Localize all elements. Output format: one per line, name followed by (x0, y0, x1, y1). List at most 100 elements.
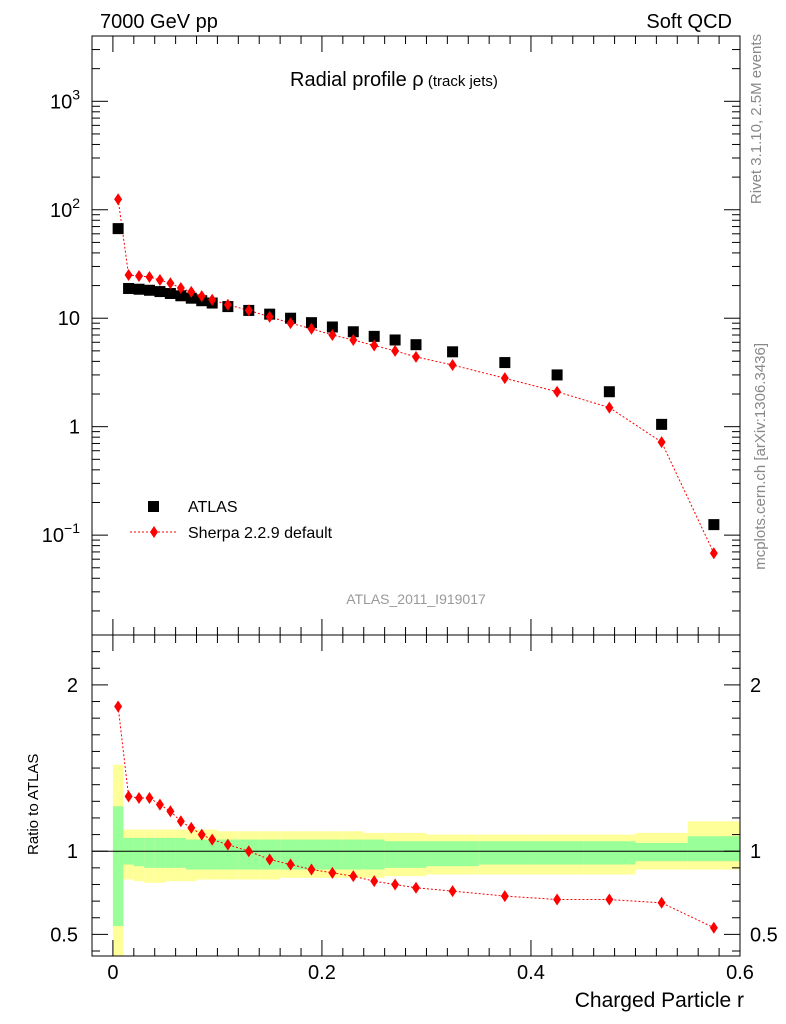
ratio-y-tick-label-right: 0.5 (750, 924, 778, 946)
legend: ATLAS Sherpa 2.2.9 default (130, 499, 333, 542)
ratio-sherpa-point (145, 791, 154, 804)
sherpa-point (265, 310, 274, 323)
atlas-point (368, 330, 380, 342)
ratio-mc-line (117, 706, 715, 929)
sherpa-point (176, 281, 185, 294)
ratio-band-inner (175, 837, 187, 868)
ratio-sherpa-point (553, 893, 562, 906)
atlas-point (133, 283, 145, 295)
ratio-sherpa-point (223, 838, 232, 851)
sherpa-point (223, 298, 232, 311)
sherpa-point (135, 270, 144, 283)
ratio-plot-frame (91, 634, 741, 957)
ratio-sherpa-point (208, 833, 217, 846)
sherpa-point (370, 339, 379, 352)
y-tick-label: 102 (50, 195, 80, 222)
ratio-band-inner (217, 839, 239, 870)
ratio-sherpa-point (500, 890, 509, 903)
sherpa-point (349, 333, 358, 346)
ratio-band-inner (112, 806, 124, 927)
atlas-point (154, 286, 166, 298)
sherpa-point (412, 350, 420, 363)
atlas-point (603, 386, 615, 398)
atlas-point (143, 284, 155, 296)
sherpa-point (197, 290, 206, 303)
sherpa-point (500, 372, 509, 385)
ratio-sherpa-point (391, 878, 400, 891)
ratio-y-tick-label-right: 1 (750, 841, 761, 863)
ratio-plot: 0.5 0.5 1 1 2 2 Ratio to ATLAS (25, 634, 778, 957)
atlas-point (123, 282, 135, 294)
atlas-point (305, 317, 317, 329)
sherpa-point (553, 385, 562, 398)
atlas-point (499, 357, 511, 369)
atlas-point (656, 418, 668, 430)
ratio-sherpa-point (244, 845, 253, 858)
plot-title: Radial profile ρ (track jets) (290, 69, 498, 91)
ratio-band-inner (165, 837, 176, 868)
sherpa-point (709, 547, 718, 560)
sherpa-point (328, 329, 337, 342)
atlas-point (389, 334, 401, 346)
ratio-band-inner (342, 839, 364, 870)
ratio-sherpa-point (155, 798, 164, 811)
x-tick-label: 0 (107, 962, 118, 984)
sherpa-point (155, 274, 164, 287)
ratio-band-inner (133, 837, 145, 867)
legend-atlas-marker (148, 501, 159, 512)
sherpa-point (244, 304, 253, 317)
mcplots-label: mcplots.cern.ch [arXiv:1306.3436] (752, 343, 769, 570)
atlas-point (112, 223, 124, 235)
ratio-band-inner (154, 837, 166, 868)
ratio-band-inner (426, 841, 479, 867)
sherpa-point (391, 344, 400, 357)
ratio-sherpa-point (176, 815, 185, 828)
rivet-version-label: Rivet 3.1.10, 2.5M events (748, 34, 765, 204)
ratio-band-inner (635, 842, 688, 862)
ratio-band-inner (384, 841, 406, 868)
ratio-sherpa-point (265, 853, 274, 866)
ratio-sherpa-point (197, 828, 206, 841)
header-process-label: Soft QCD (646, 11, 732, 33)
sherpa-point (286, 317, 295, 330)
ratio-sherpa-point (448, 885, 457, 898)
ratio-y-tick-label-left: 1 (67, 841, 78, 863)
ratio-band-inner (478, 841, 531, 865)
sherpa-point (187, 285, 196, 298)
atlas-point (551, 369, 563, 381)
ratio-sherpa-point (286, 858, 295, 871)
ratio-band-inner (583, 841, 636, 865)
sherpa-point (166, 277, 175, 290)
legend-sherpa-label: Sherpa 2.2.9 default (188, 525, 333, 542)
x-axis-label: Charged Particle r (575, 989, 744, 1012)
ratio-band-inner (144, 837, 155, 868)
ratio-band-inner (530, 841, 584, 865)
ratio-sherpa-point (605, 893, 614, 906)
ratio-band-inner (321, 839, 343, 870)
x-tick-label: 0.4 (517, 962, 545, 984)
ratio-band-inner (206, 839, 218, 870)
ratio-sherpa-point (135, 791, 144, 804)
atlas-point (164, 287, 176, 299)
ratio-band-inner (405, 841, 427, 868)
x-tick-label: 0.6 (726, 962, 754, 984)
legend-atlas-label: ATLAS (188, 499, 238, 516)
plot-title-main: Radial profile (290, 69, 412, 91)
atlas-point (410, 339, 422, 351)
ratio-band-inner (687, 836, 740, 862)
atlas-point (185, 292, 197, 304)
ratio-ylabel: Ratio to ATLAS (25, 754, 42, 855)
ratio-y-tick-label-left: 2 (67, 675, 78, 697)
ratio-sherpa-point (412, 881, 420, 894)
atlas-point (347, 326, 359, 338)
y-tick-label: 1 (69, 417, 80, 439)
ratio-sherpa-point (328, 866, 337, 879)
x-tick-label: 0.2 (308, 962, 336, 984)
ratio-sherpa-point (370, 875, 379, 888)
ratio-sherpa-point (709, 921, 718, 934)
atlas-point (708, 519, 720, 531)
y-tick-label: 103 (50, 86, 80, 113)
sherpa-point (114, 193, 123, 206)
sherpa-point (657, 436, 666, 449)
ratio-band-inner (280, 839, 302, 870)
